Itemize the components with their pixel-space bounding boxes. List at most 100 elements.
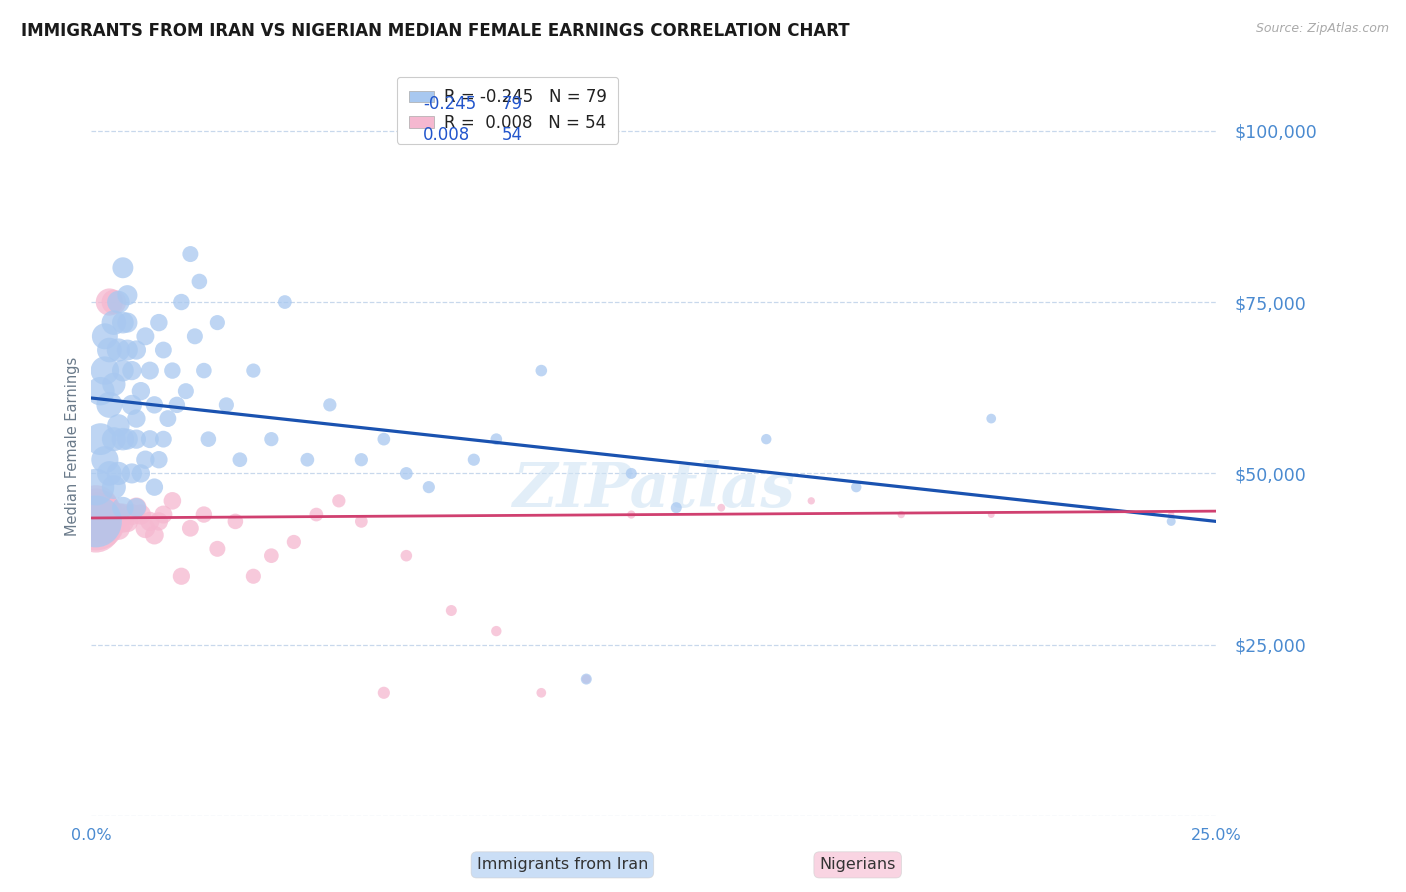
Point xyxy=(134,329,156,343)
Point xyxy=(98,508,121,522)
Point xyxy=(575,672,598,686)
Point xyxy=(283,535,305,549)
Point xyxy=(84,521,107,535)
Point xyxy=(174,384,197,399)
Point xyxy=(162,363,184,377)
Point xyxy=(111,432,134,446)
Point xyxy=(242,569,264,583)
Text: Nigerians: Nigerians xyxy=(820,857,896,872)
Point xyxy=(89,521,111,535)
Point xyxy=(665,500,688,515)
Point xyxy=(121,467,143,481)
Point xyxy=(530,686,553,700)
Point xyxy=(125,432,148,446)
Point xyxy=(229,452,252,467)
Point xyxy=(84,515,107,529)
Point xyxy=(152,508,174,522)
Point xyxy=(98,295,121,310)
Point xyxy=(148,515,170,529)
Text: IMMIGRANTS FROM IRAN VS NIGERIAN MEDIAN FEMALE EARNINGS CORRELATION CHART: IMMIGRANTS FROM IRAN VS NIGERIAN MEDIAN … xyxy=(21,22,849,40)
Point xyxy=(319,398,342,412)
Point xyxy=(98,467,121,481)
Point xyxy=(107,521,129,535)
Point xyxy=(134,452,156,467)
Point xyxy=(107,343,129,357)
Y-axis label: Median Female Earnings: Median Female Earnings xyxy=(65,357,80,535)
Point xyxy=(84,508,107,522)
Point xyxy=(1160,515,1182,529)
Point xyxy=(207,316,229,330)
Point xyxy=(117,316,139,330)
Point xyxy=(215,398,238,412)
Point xyxy=(143,480,166,494)
Point xyxy=(143,398,166,412)
Point xyxy=(98,398,121,412)
Point xyxy=(84,515,107,529)
Point xyxy=(103,432,125,446)
Point xyxy=(111,508,134,522)
Point xyxy=(463,452,485,467)
Point xyxy=(125,500,148,515)
Point xyxy=(350,452,373,467)
Point xyxy=(94,329,117,343)
Point xyxy=(980,508,1002,522)
Point xyxy=(129,384,152,399)
Point xyxy=(620,467,643,481)
Point xyxy=(274,295,297,310)
Point xyxy=(111,260,134,275)
Point xyxy=(156,411,179,425)
Point xyxy=(117,432,139,446)
Point xyxy=(980,411,1002,425)
Point xyxy=(84,500,107,515)
Point xyxy=(260,549,283,563)
Point xyxy=(111,316,134,330)
Point xyxy=(166,398,188,412)
Point xyxy=(148,316,170,330)
Point xyxy=(179,521,201,535)
Point xyxy=(260,432,283,446)
Point xyxy=(121,508,143,522)
Point xyxy=(350,515,373,529)
Point xyxy=(125,343,148,357)
Point xyxy=(84,480,107,494)
Point xyxy=(134,521,156,535)
Text: 54: 54 xyxy=(502,127,523,145)
Point xyxy=(107,467,129,481)
Point xyxy=(117,515,139,529)
Point xyxy=(94,452,117,467)
Point xyxy=(139,363,162,377)
Point xyxy=(530,363,553,377)
Point xyxy=(152,343,174,357)
Text: Immigrants from Iran: Immigrants from Iran xyxy=(477,857,648,872)
Point xyxy=(193,363,215,377)
Point xyxy=(129,508,152,522)
Point xyxy=(197,432,219,446)
Text: ZIPatlas: ZIPatlas xyxy=(512,460,796,520)
Point xyxy=(107,418,129,433)
Point xyxy=(152,432,174,446)
Point xyxy=(94,508,117,522)
Point xyxy=(800,493,823,508)
Point xyxy=(395,549,418,563)
Point xyxy=(148,452,170,467)
Point xyxy=(103,480,125,494)
Point xyxy=(129,467,152,481)
Point xyxy=(139,432,162,446)
Point xyxy=(143,528,166,542)
Legend: R = -0.245   N = 79, R =  0.008   N = 54: R = -0.245 N = 79, R = 0.008 N = 54 xyxy=(396,77,619,144)
Text: Source: ZipAtlas.com: Source: ZipAtlas.com xyxy=(1256,22,1389,36)
Point xyxy=(418,480,440,494)
Point xyxy=(89,432,111,446)
Text: 0.008: 0.008 xyxy=(423,127,471,145)
Point xyxy=(485,624,508,639)
Point xyxy=(94,521,117,535)
Point xyxy=(139,515,162,529)
Point xyxy=(94,515,117,529)
Point xyxy=(485,432,508,446)
Point xyxy=(117,343,139,357)
Point xyxy=(89,500,111,515)
Point xyxy=(107,295,129,310)
Point xyxy=(125,411,148,425)
Point xyxy=(121,398,143,412)
Point xyxy=(121,363,143,377)
